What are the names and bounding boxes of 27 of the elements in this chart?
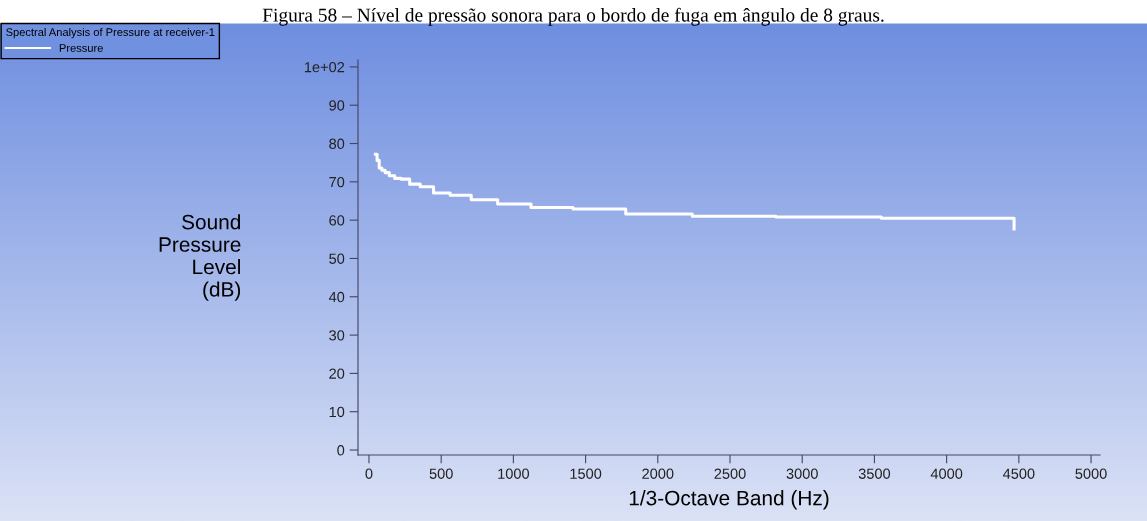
y-tick-label: 90 xyxy=(329,100,345,111)
x-tick-label: 1500 xyxy=(570,468,602,479)
y-tick-label: 0 xyxy=(337,445,345,456)
x-tick-label: 3500 xyxy=(858,468,891,479)
y-tick-label: 70 xyxy=(329,176,345,188)
x-tick-label: 5000 xyxy=(1075,468,1107,479)
x-tick-label: 2000 xyxy=(642,468,674,479)
y-tick-label: 40 xyxy=(328,291,345,303)
y-axis-title: Sound Pressure Level (dB) xyxy=(159,214,241,301)
legend-title: Spectral Analysis of Pressure at receiver-1 xyxy=(6,27,215,39)
y-tick-label: 80 xyxy=(329,138,345,149)
x-axis-title: 1/3-Octave Band (Hz) xyxy=(629,490,829,510)
legend-label: Pressure xyxy=(59,44,103,52)
x-tick-label: 3000 xyxy=(786,468,818,479)
y-tick-label: 1e+02 xyxy=(304,62,345,73)
x-tick-label: 0 xyxy=(365,468,373,479)
x-tick-label: 2500 xyxy=(714,468,746,479)
y-tick-label: 50 xyxy=(329,253,345,264)
x-tick-label: 4000 xyxy=(930,468,963,479)
x-tick-label: 500 xyxy=(429,468,453,479)
y-tick-label: 20 xyxy=(329,368,345,379)
y-tick-label: 60 xyxy=(329,215,345,226)
y-tick-label: 30 xyxy=(329,330,345,341)
chart-title: Figura 58 – Nível de pressão sonora para o bordo de fuga em ângulo de 8 graus. xyxy=(262,7,884,26)
y-tick-label: 10 xyxy=(329,406,345,418)
x-tick-label: 1000 xyxy=(498,468,530,479)
x-tick-label: 4500 xyxy=(1002,468,1035,479)
